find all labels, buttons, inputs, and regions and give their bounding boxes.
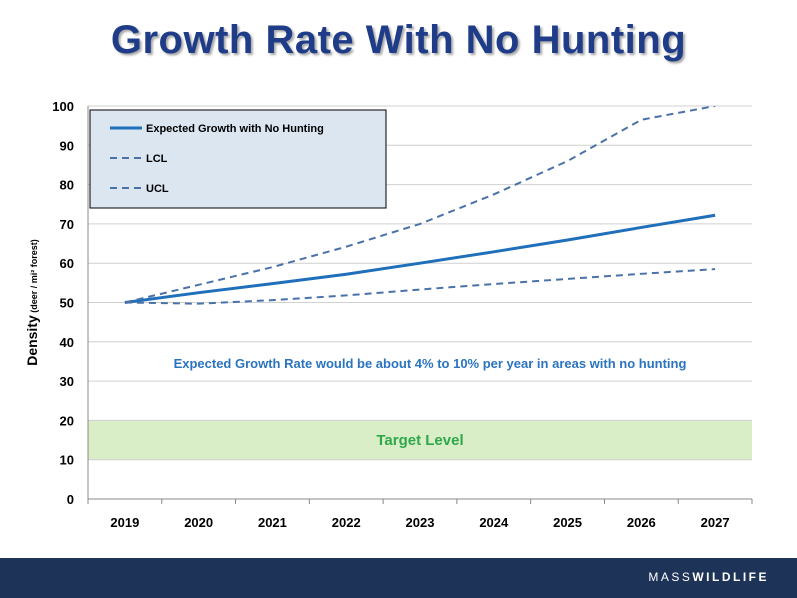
x-tick-label: 2019 — [110, 515, 139, 530]
y-tick-label: 40 — [60, 335, 74, 350]
expected-growth-line — [124, 213, 716, 304]
y-tick-label: 30 — [60, 374, 74, 389]
x-tick-label: 2026 — [627, 515, 656, 530]
x-tick-label: 2023 — [406, 515, 435, 530]
lcl-line — [124, 268, 716, 305]
y-tick-label: 10 — [60, 453, 74, 468]
y-tick-label: 0 — [67, 492, 74, 507]
y-tick-label: 90 — [60, 138, 74, 153]
y-tick-label: 60 — [60, 256, 74, 271]
x-tick-label: 2024 — [479, 515, 509, 530]
x-tick-label: 2022 — [332, 515, 361, 530]
growth-rate-annotation: Expected Growth Rate would be about 4% t… — [174, 356, 687, 371]
slide-title: Growth Rate With No Hunting — [110, 18, 687, 62]
legend-entry-expected-growth: Expected Growth with No Hunting — [146, 123, 324, 135]
target-level-band — [88, 420, 752, 460]
y-tick-label: 80 — [60, 178, 74, 193]
y-tick-label: 70 — [60, 217, 74, 232]
x-tick-label: 2025 — [553, 515, 582, 530]
density-line-chart: 0 10 20 30 40 50 60 70 80 90 100 2019 2020 2021 2022 20… — [24, 99, 753, 530]
legend-entry-lcl: LCL — [146, 153, 168, 165]
target-level-label: Target Level — [376, 432, 463, 449]
x-tick-label: 2021 — [258, 515, 287, 530]
y-axis-title-main: Density — [24, 315, 40, 366]
masswildlife-logo: MASSWILDLIFE — [648, 570, 769, 584]
y-axis-title-unit: (deer / mi² forest) — [29, 239, 39, 315]
logo-mass-text: MASS — [648, 570, 693, 584]
x-tick-label: 2027 — [701, 515, 730, 530]
y-tick-label: 100 — [52, 99, 74, 114]
footer-bar: MASSWILDLIFE — [0, 558, 797, 598]
x-tick-label: 2020 — [184, 515, 213, 530]
logo-wildlife-text: WILDLIFE — [692, 570, 769, 584]
y-axis-title: Density (deer / mi² forest) — [24, 239, 40, 366]
ucl-line — [124, 106, 716, 304]
y-tick-label: 50 — [60, 296, 74, 311]
y-tick-label: 20 — [60, 413, 74, 428]
legend-entry-ucl: UCL — [146, 183, 169, 195]
